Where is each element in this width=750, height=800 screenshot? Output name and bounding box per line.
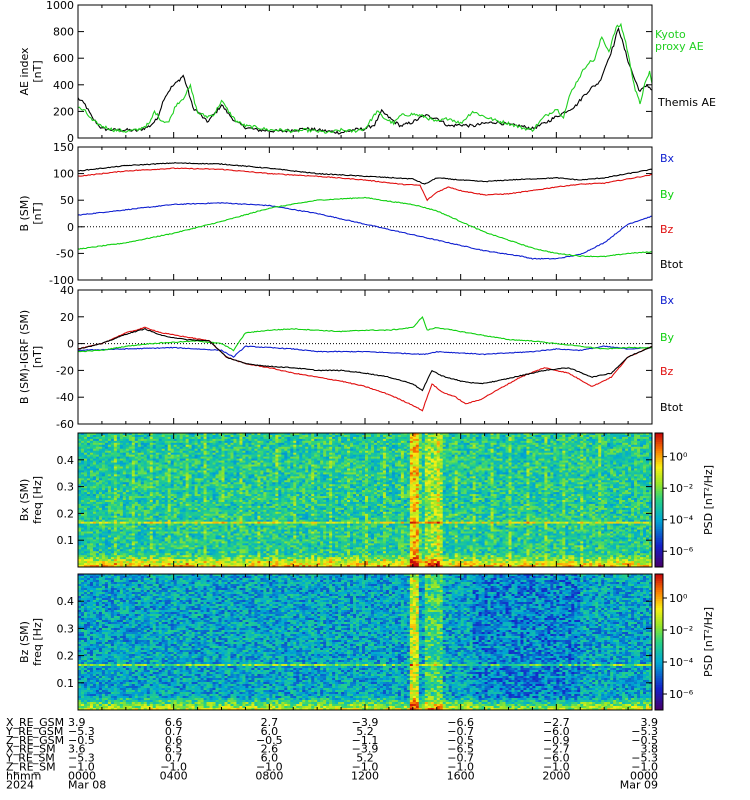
y-axis-label-1: B (SM): [18, 195, 31, 231]
y-axis-unit-1: [nT]: [31, 202, 44, 224]
series-line-bz: [78, 168, 652, 201]
legend-label: Btot: [660, 401, 684, 414]
series-line-btot: [78, 329, 652, 391]
plot-frame-0: [78, 5, 652, 138]
y-tick-label: -40: [56, 391, 74, 404]
y-tick-label: 0: [67, 221, 74, 234]
plot-frame-2: [78, 290, 652, 424]
y-tick-label: 1000: [46, 0, 74, 12]
y-tick-label: -50: [56, 247, 74, 260]
legend-label: By: [660, 188, 675, 201]
series-line-by: [78, 197, 652, 256]
series-group: [78, 24, 652, 134]
y-tick-label: 20: [60, 311, 74, 324]
y-axis-label-0: AE index: [18, 47, 31, 96]
y-tick-label: -60: [56, 418, 74, 431]
series-line-themis-ae: [78, 29, 652, 134]
legend-label: proxy AE: [655, 40, 704, 53]
series-line-bz: [78, 327, 652, 411]
y-tick-label: 200: [53, 105, 74, 118]
plot-frame-1: [78, 147, 652, 280]
series-line-by: [78, 317, 652, 352]
legend-label: Themis AE: [657, 96, 716, 109]
series-line-btot: [78, 163, 652, 184]
y-axis-unit-0: [nT]: [31, 60, 44, 82]
y-tick-label: 800: [53, 26, 74, 39]
legend-label: Bx: [660, 294, 675, 307]
y-axis-unit-2: [nT]: [31, 346, 44, 368]
y-tick-label: 40: [60, 284, 74, 297]
y-tick-label: 0: [67, 338, 74, 351]
y-axis-label-2: B (SM)-IGRF (SM): [18, 310, 31, 404]
series-line-bx: [78, 203, 652, 259]
legend-label: Bx: [660, 152, 675, 165]
y-tick-label: 400: [53, 79, 74, 92]
y-tick-label: 50: [60, 194, 74, 207]
series-line-bx: [78, 346, 652, 357]
series-group: [78, 317, 652, 411]
y-tick-label: 100: [53, 168, 74, 181]
legend-label: Bz: [660, 223, 674, 236]
legend-label: By: [660, 331, 675, 344]
line-panel-2: -60 -40 -20 0 20 40 B (SM)-IGRF (SM) [nT] Bx By Bz…: [18, 284, 684, 431]
y-tick-label: -20: [56, 364, 74, 377]
series-group: [78, 163, 652, 260]
y-tick-label: 150: [53, 141, 74, 154]
legend-label: Btot: [660, 258, 684, 271]
series-line-kyoto-proxy-ae: [78, 24, 652, 133]
legend-label: Bz: [660, 365, 674, 378]
y-tick-label: 600: [53, 52, 74, 65]
spectrogram-panel-3: 0.10.20.30.4Bx (SM) freq [Hz]10⁰10⁻²10⁻⁴1…: [18, 433, 715, 568]
